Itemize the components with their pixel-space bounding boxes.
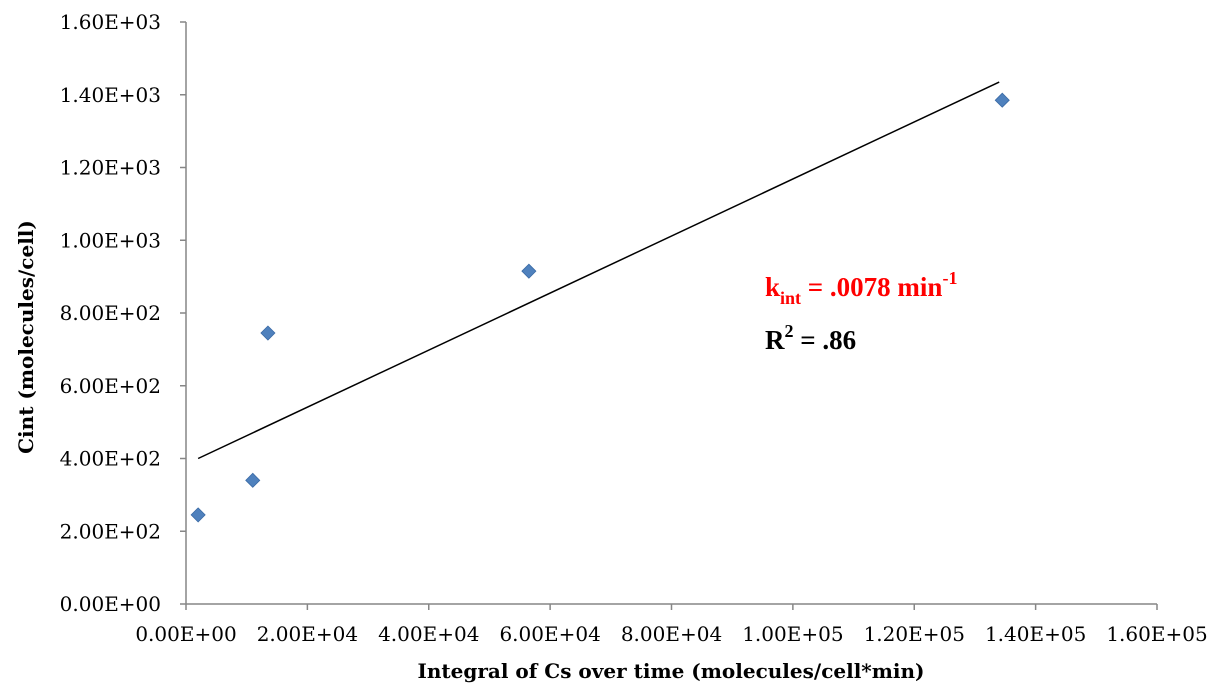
x-tick-labels: 0.00E+00 2.00E+04 4.00E+04 6.00E+04 8.00E+04…	[135, 622, 1207, 646]
y-tick-label: 6.00E+02	[60, 374, 161, 398]
y-tick-label: 2.00E+02	[60, 519, 161, 543]
y-tick-label: 0.00E+00	[60, 592, 161, 616]
kint-annotation: kint = .0078 min-1	[765, 268, 957, 308]
x-tick-label: 8.00E+04	[621, 622, 722, 646]
data-point-diamond	[260, 325, 276, 341]
y-tick-label: 1.60E+03	[60, 10, 161, 34]
x-axis-title: Integral of Cs over time (molecules/cell…	[417, 659, 924, 683]
data-point-diamond	[521, 263, 537, 279]
linear-trendline	[197, 81, 1000, 460]
x-tick-label: 1.00E+05	[742, 622, 843, 646]
x-tick-label: 0.00E+00	[135, 622, 236, 646]
y-tick-label: 4.00E+02	[60, 447, 161, 471]
r2-sup: 2	[785, 321, 794, 341]
y-tick-label: 8.00E+02	[60, 301, 161, 325]
y-tick-label: 1.20E+03	[60, 156, 161, 180]
x-tick-label: 1.60E+05	[1106, 622, 1207, 646]
x-tick-label: 6.00E+04	[499, 622, 600, 646]
kint-main: k	[765, 272, 780, 302]
x-tick-label: 1.40E+05	[985, 622, 1086, 646]
data-point-diamond	[994, 92, 1010, 108]
r2-annotation: R2 = .86	[765, 321, 856, 355]
x-tick-label: 1.20E+05	[864, 622, 965, 646]
kint-sub: int	[780, 288, 801, 308]
y-axis-title: Cint (molecules/cell)	[14, 220, 38, 454]
r2-main: R	[765, 325, 785, 355]
y-tick-labels: 0.00E+00 2.00E+02 4.00E+02 6.00E+02 8.00E+02…	[60, 10, 161, 616]
y-tick-label: 1.40E+03	[60, 83, 161, 107]
y-tick-marks	[180, 21, 186, 605]
kint-sup: -1	[942, 268, 957, 288]
r2-text: = .86	[794, 325, 857, 355]
y-tick-label: 1.00E+03	[60, 228, 161, 252]
data-points	[190, 92, 1010, 523]
data-point-diamond	[245, 472, 261, 488]
data-point-diamond	[190, 507, 206, 523]
x-tick-marks	[185, 604, 1158, 610]
x-tick-label: 2.00E+04	[257, 622, 358, 646]
x-tick-label: 4.00E+04	[378, 622, 479, 646]
kint-text: = .0078 min	[801, 272, 942, 302]
